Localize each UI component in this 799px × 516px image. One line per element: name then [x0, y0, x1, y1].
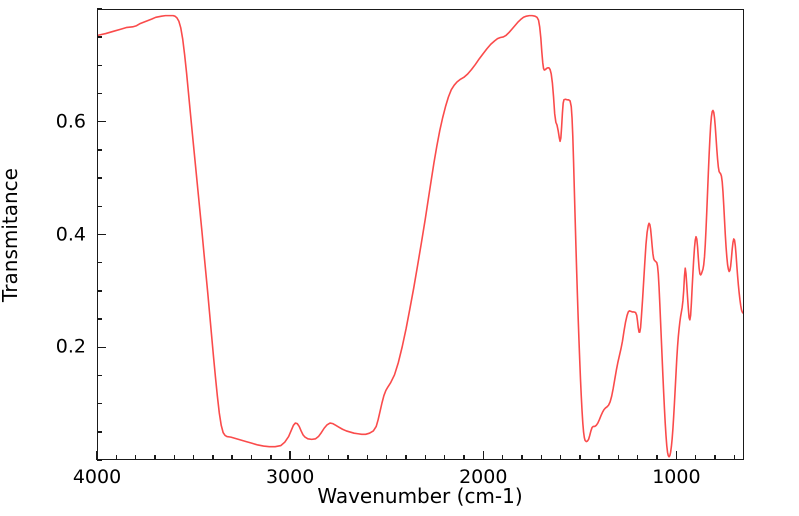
y-tick-label: 0.4	[55, 223, 86, 245]
x-major-tick	[482, 451, 484, 460]
y-minor-tick	[97, 149, 102, 151]
y-minor-tick	[97, 402, 102, 405]
y-major-tick	[97, 121, 106, 123]
x-tick-label: 2000	[459, 466, 508, 488]
x-tick-label: 1000	[652, 466, 701, 488]
x-minor-tick	[173, 455, 175, 460]
x-minor-tick	[154, 455, 156, 460]
x-minor-tick	[250, 455, 253, 460]
x-minor-tick	[134, 455, 137, 460]
x-minor-tick	[695, 455, 697, 460]
y-minor-tick	[97, 459, 102, 461]
x-axis-label: Wavenumber (cm-1)	[317, 484, 523, 508]
x-minor-tick	[637, 455, 639, 460]
y-major-tick	[97, 346, 106, 348]
plot-area	[97, 9, 744, 460]
y-major-tick	[97, 233, 106, 236]
x-minor-tick	[328, 455, 330, 460]
y-axis-label: Transmitance	[0, 168, 22, 302]
x-minor-tick	[714, 455, 716, 460]
x-tick-label: 4000	[72, 466, 122, 488]
y-tick-label: 0.6	[55, 110, 86, 133]
y-minor-tick	[97, 318, 102, 320]
spectrum-line-chart	[98, 10, 743, 459]
x-minor-tick	[386, 455, 388, 460]
x-minor-tick	[424, 455, 427, 460]
x-minor-tick	[579, 455, 581, 460]
y-minor-tick	[97, 374, 102, 377]
x-minor-tick	[656, 455, 658, 460]
y-minor-tick	[97, 261, 102, 264]
x-minor-tick	[463, 455, 465, 460]
y-tick-label: 0.2	[55, 335, 86, 358]
y-minor-tick	[97, 431, 102, 433]
y-minor-tick	[97, 205, 102, 207]
x-minor-tick	[501, 455, 504, 460]
x-minor-tick	[598, 455, 600, 460]
x-minor-tick	[231, 455, 233, 460]
y-minor-tick	[97, 36, 102, 38]
spectrum-curve	[98, 16, 743, 457]
x-minor-tick	[366, 455, 369, 460]
x-minor-tick	[212, 455, 214, 460]
y-minor-tick	[97, 64, 102, 67]
x-minor-tick	[540, 455, 542, 460]
x-major-tick	[675, 451, 678, 460]
x-minor-tick	[192, 455, 195, 460]
x-minor-tick	[559, 455, 562, 460]
y-minor-tick	[97, 8, 102, 10]
y-minor-tick	[97, 92, 102, 95]
x-tick-label: 3000	[265, 466, 315, 488]
y-minor-tick	[97, 177, 102, 179]
x-minor-tick	[521, 455, 523, 460]
x-minor-tick	[405, 455, 407, 460]
x-minor-tick	[443, 455, 446, 460]
x-minor-tick	[733, 455, 736, 460]
x-major-tick	[289, 451, 291, 460]
x-minor-tick	[617, 455, 620, 460]
x-minor-tick	[270, 455, 272, 460]
y-minor-tick	[97, 290, 102, 292]
x-major-tick	[96, 451, 98, 460]
x-minor-tick	[308, 455, 311, 460]
x-minor-tick	[115, 455, 117, 460]
x-minor-tick	[347, 455, 349, 460]
